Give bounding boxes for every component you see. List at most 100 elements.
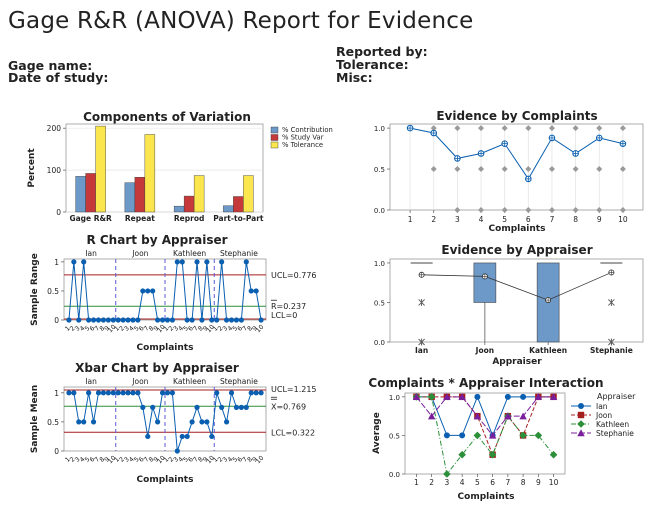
r_chart-xtick-label: 1 (113, 325, 121, 333)
interaction-legend-marker (578, 403, 584, 409)
evidence-by-complaints-point (548, 207, 555, 213)
interaction-point (519, 431, 527, 440)
xbar_chart-xtick-label: 3 (123, 456, 131, 464)
xbar_chart-ytick-label: 0.5 (47, 418, 59, 427)
r_chart-point (115, 317, 121, 323)
xbar_chart-xtick-label: 10 (156, 455, 167, 466)
evidence-by-complaints-point (478, 166, 485, 173)
interaction-xtick-label: 9 (536, 478, 541, 487)
xbar_chart-xtick-label: 1 (163, 456, 171, 464)
xbar_chart-point (164, 390, 171, 396)
xbar_chart-xtick-label: 9 (202, 456, 210, 464)
r_chart-xtick-label: 4 (79, 325, 87, 333)
interaction-xtick-label: 2 (429, 478, 434, 487)
r_chart-point (135, 317, 141, 323)
r_chart-point (125, 317, 131, 323)
r_chart-point (95, 317, 102, 323)
r_chart-xtick-label: 7 (241, 325, 249, 333)
r_chart-point (81, 259, 87, 265)
xbar_chart-xtick-label: 10 (107, 455, 118, 466)
interaction-title: Complaints * Appraiser Interaction (368, 376, 603, 390)
r_chart-xtick-label: 7 (192, 325, 200, 333)
xbar_chart-point (100, 390, 107, 396)
r_chart-xtick-label: 6 (187, 325, 195, 333)
xbar_chart-xtick-label: 5 (84, 456, 92, 464)
components-bar (134, 177, 146, 213)
evidence-by-appraiser-xtick-label: Kathleen (529, 346, 567, 355)
r_chart-appraiser-label: Joon (131, 249, 148, 258)
components-category-label: Gage R&R (69, 214, 112, 223)
xbar_chart-xtick-label: 2 (167, 456, 175, 464)
xbar_chart-title: Xbar Chart by Appraiser (75, 361, 239, 375)
r_chart-point (243, 259, 249, 265)
xbar_chart-point (228, 390, 235, 396)
r_chart-point (145, 288, 151, 294)
interaction-xtick-label: 10 (549, 478, 559, 487)
xbar_chart-xtick-label: 9 (153, 456, 161, 464)
interaction-point (488, 450, 497, 459)
xbar_chart-point (243, 404, 249, 410)
xbar_chart-point (145, 433, 151, 440)
xbar_chart-xtick-label: 4 (227, 456, 235, 464)
xbar_chart-point (159, 390, 166, 396)
xbar_chart-xtick-label: 5 (231, 456, 239, 464)
xbar_chart-point (238, 404, 244, 410)
xbar_chart-point (150, 404, 156, 410)
evidence-by-appraiser-xtick-label: Stephanie (590, 346, 633, 355)
r_chart-xlabel: Complaints (137, 343, 194, 353)
r_chart-xtick-label: 5 (84, 325, 92, 333)
r_chart-xtick-label: 5 (133, 325, 141, 333)
r_chart-point (223, 317, 230, 323)
r_chart-point (209, 317, 215, 323)
evidence-by-complaints-point (454, 125, 461, 132)
xbar_chart-xtick-label: 4 (177, 456, 185, 464)
components-bar (95, 125, 106, 213)
interaction-point (488, 431, 497, 439)
components-legend-label: % Study Var (282, 134, 324, 142)
evidence-by-complaints-ytick-label: 0.0 (374, 207, 385, 215)
xbar_chart-xtick-label: 8 (98, 456, 106, 464)
r_chart-xtick-label: 6 (236, 325, 244, 333)
components-legend-label: % Tolerance (282, 141, 323, 149)
xbar_chart-xtick-label: 5 (182, 456, 190, 464)
evidence-by-complaints-point (454, 166, 461, 173)
xbar_chart-xtick-label: 9 (103, 456, 111, 464)
evidence-by-complaints-xtick-label: 9 (597, 215, 602, 224)
evidence-by-complaints-point (525, 166, 532, 173)
xbar_chart-point (115, 390, 121, 396)
components-legend-swatch (270, 134, 279, 141)
r_chart-xtick-label: 2 (118, 325, 126, 333)
interaction-ytick-label: 0.5 (389, 432, 400, 440)
r_chart-point (66, 317, 72, 323)
xbar_chart-xtick-label: 5 (133, 456, 141, 464)
r_chart-appraiser-label: Kathleen (173, 249, 206, 258)
xbar_chart-point (66, 390, 72, 396)
r_chart-xtick-label: 1 (212, 325, 220, 333)
r_chart-xtick-label: 10 (255, 324, 266, 335)
components-bar (173, 205, 185, 213)
r_chart-xtick-label: 2 (217, 325, 225, 333)
interaction-legend-marker (577, 411, 585, 419)
r_chart-point (169, 317, 175, 323)
evidence-by-complaints-point (548, 166, 555, 173)
evidence-by-complaints-frame (389, 123, 644, 211)
interaction-legend-label: Stephanie (596, 429, 634, 438)
xbar_chart-xtick-label: 7 (143, 456, 151, 464)
components-category-label: Part-to-Part (213, 214, 264, 223)
components-title: Components of Variation (83, 110, 251, 124)
evidence-by-complaints-xtick-label: 5 (502, 215, 507, 224)
xbar_chart-point (189, 419, 195, 425)
xbar_chart-xtick-label: 10 (205, 455, 216, 466)
evidence-by-complaints-point (525, 125, 532, 132)
interaction-point (534, 393, 543, 401)
components-bar (193, 175, 205, 213)
r_chart-xtick-label: 9 (153, 325, 161, 333)
xbar_chart-appraiser-label: Ian (85, 377, 97, 386)
evidence-by-complaints-point (572, 207, 579, 213)
interaction-point (549, 450, 558, 459)
interaction-point (443, 393, 451, 401)
xbar_chart-point (105, 390, 111, 396)
xbar_chart-point (179, 433, 185, 440)
r_chart-xtick-label: 9 (202, 325, 210, 333)
